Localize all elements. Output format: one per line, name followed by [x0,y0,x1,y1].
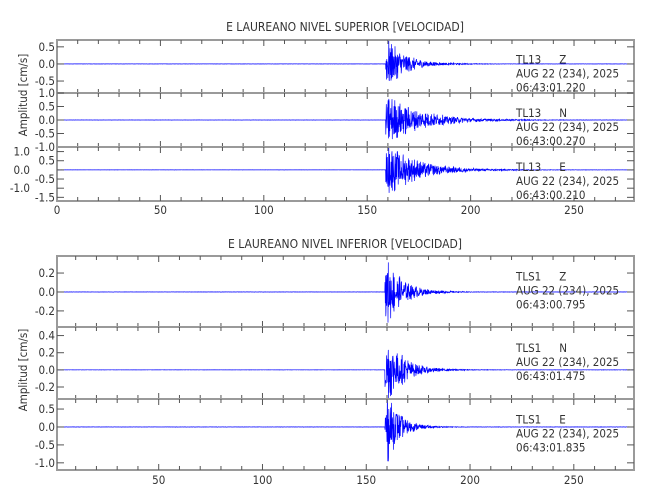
waveform-trace [56,39,634,81]
y-tick-label: 0.2 [39,346,55,360]
y-tick-label: -1.0 [35,456,55,470]
x-tick-label: 250 [564,473,584,487]
station-label: TL13 Z [515,53,566,67]
x-tick-label: 0 [54,203,61,217]
y-tick-label: 0.0 [14,163,30,177]
date-label: AUG 22 (234), 2025 [516,355,619,369]
figure-superior: E LAUREANO NIVEL SUPERIOR [VELOCIDAD] Amp… [10,20,635,217]
y-tick-label: 1.0 [39,86,55,100]
station-label: TLS1 E [515,413,566,427]
x-tick-label: 250 [564,203,584,217]
figure-inferior: E LAUREANO NIVEL INFERIOR [VELOCIDAD] Amp… [16,237,635,487]
waveform-trace [57,98,634,140]
station-name: TLS1 [515,341,541,355]
y-tick-label: -0.2 [35,380,55,394]
x-tick-label: 50 [152,473,165,487]
x-tick-label: 150 [356,473,376,487]
panel-frame [56,146,635,202]
x-tick-label: 100 [253,473,273,487]
station-name: TLS1 [515,413,541,427]
component-name: E [559,413,566,427]
waveform-trace [57,146,634,193]
time-label: 06:43:00.270 [516,134,586,148]
component-name: E [559,160,566,174]
y-axis-label: Amplitud [cm/s] [16,54,30,137]
y-tick-label: 0.0 [39,420,55,434]
chart-title: E LAUREANO NIVEL SUPERIOR [VELOCIDAD] [226,20,464,34]
x-tick-label: 200 [460,473,480,487]
y-tick-label: 0.5 [39,100,55,114]
time-label: 06:43:00.210 [516,188,586,202]
y-tick-label: -0.5 [35,438,55,452]
date-label: AUG 22 (234), 2025 [516,427,619,441]
station-name: TL13 [515,53,541,67]
x-tick-label: 50 [154,203,167,217]
date-label: AUG 22 (234), 2025 [516,284,619,298]
component-name: N [559,341,567,355]
y-tick-label: 0.5 [39,154,55,168]
station-name: TL13 [515,106,541,120]
date-label: AUG 22 (234), 2025 [516,67,619,81]
component-name: Z [559,270,566,284]
x-tick-label: 150 [357,203,377,217]
station-label: TL13 E [515,160,566,174]
y-tick-label: -1.0 [35,140,55,154]
time-label: 06:43:00.795 [516,298,586,312]
y-tick-label: 0.0 [39,363,55,377]
waveform-trace [57,398,634,462]
y-tick-label: -0.2 [35,304,55,318]
station-name: TL13 [515,160,541,174]
component-name: N [559,106,567,120]
y-tick-label: -0.5 [35,172,55,186]
chart-title: E LAUREANO NIVEL INFERIOR [VELOCIDAD] [228,237,462,251]
y-tick-label: 0.0 [39,113,55,127]
x-tick-label: 200 [461,203,481,217]
y-tick-label: -1.5 [35,190,55,204]
waveform-trace [57,262,634,323]
station-label: TL13 N [515,106,567,120]
y-tick-label: 0.2 [39,266,55,280]
date-label: AUG 22 (234), 2025 [516,120,619,134]
component-name: Z [559,53,566,67]
station-label: TLS1 Z [515,270,566,284]
y-tick-label: -1.0 [10,181,30,195]
station-name: TLS1 [515,270,541,284]
time-label: 06:43:01.475 [516,369,586,383]
y-tick-label: -0.5 [35,74,55,88]
x-tick-label: 100 [254,203,274,217]
y-tick-label: -0.5 [35,127,55,141]
y-tick-label: 0.5 [39,402,55,416]
y-tick-label: 1.0 [14,145,30,159]
station-label: TLS1 N [515,341,567,355]
y-tick-label: 0.0 [39,57,55,71]
y-tick-label: 0.4 [39,329,55,343]
y-tick-label: 0.5 [39,40,55,54]
waveform-trace [56,349,634,400]
y-tick-label: 0.0 [39,285,55,299]
time-label: 06:43:01.220 [516,81,586,95]
y-axis-label: Amplitud [cm/s] [16,329,30,412]
date-label: AUG 22 (234), 2025 [516,174,619,188]
time-label: 06:43:01.835 [516,441,586,455]
